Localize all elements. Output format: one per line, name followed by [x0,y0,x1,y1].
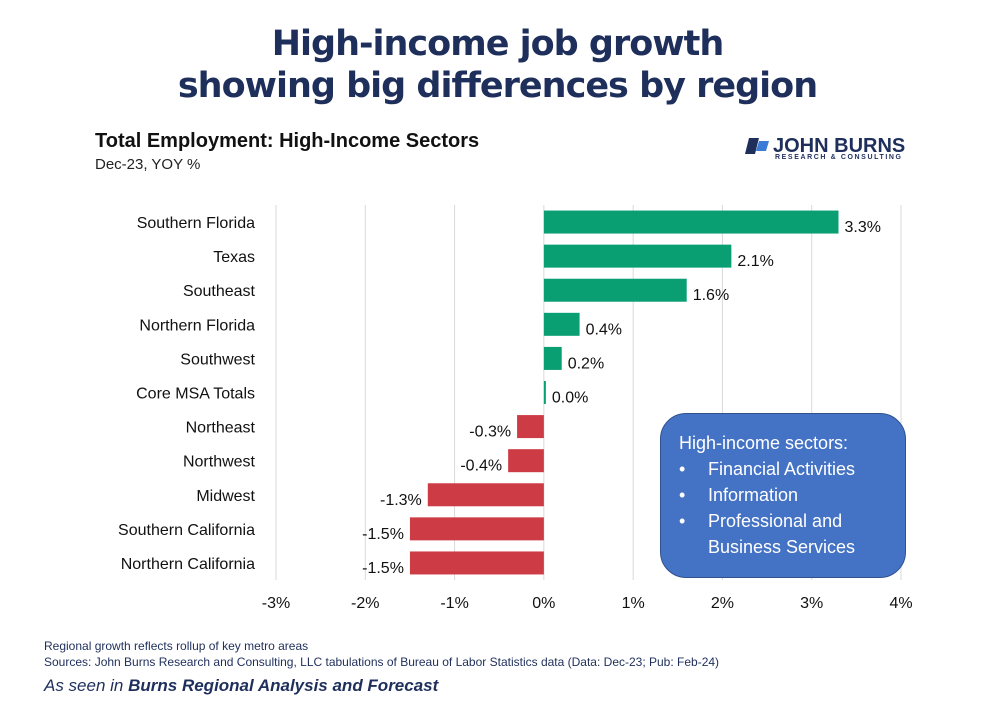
bar [543,278,687,302]
value-label: 2.1% [737,253,773,270]
category-label: Texas [213,249,255,266]
x-tick-label: 0% [532,595,555,612]
value-label: -1.5% [362,560,404,577]
bar [409,517,544,541]
callout-item-label: Financial Activities [708,459,856,479]
bullet-icon: • [679,459,686,479]
category-label: Northeast [186,420,256,437]
chart-subtitle: Dec-23, YOY % [95,156,201,173]
callout-item-label: Information [708,485,799,505]
callout-title: High-income sectors: [679,433,849,453]
bar [409,551,544,575]
john-burns-logo: JOHN BURNS RESEARCH & CONSULTING [745,135,905,165]
value-label: 0.0% [552,390,588,407]
value-label: -1.5% [362,526,404,543]
headline-line-1: High-income job growth [271,24,725,64]
category-label: Southern Florida [137,215,255,232]
high-income-sectors-callout: High-income sectors: • Financial Activiti… [660,413,906,578]
x-tick-label: 4% [889,595,912,612]
logo-name: JOHN BURNS [773,135,906,157]
bullet-icon: • [679,511,686,531]
category-label: Southern California [118,522,255,539]
callout-list: • Financial Activities • Information • Prof… [679,456,905,560]
footnote-rollup: Regional growth reflects rollup of key m… [44,639,309,653]
category-label: Southwest [180,351,255,368]
x-tick-label: 2% [711,595,734,612]
value-label: 0.2% [568,355,604,372]
value-label: -0.3% [469,424,511,441]
bullet-icon: • [679,485,686,505]
category-label: Southeast [183,283,256,300]
bar [543,244,732,268]
category-label: Core MSA Totals [136,386,255,403]
bar [543,346,562,370]
chart-title: Total Employment: High-Income Sectors [95,130,480,152]
value-label: -1.3% [380,492,422,509]
headline-line-2: showing big differences by region [177,66,818,106]
value-label: 0.4% [586,321,622,338]
category-label: Northern California [121,556,255,573]
x-tick-label: -2% [351,595,379,612]
callout-item: • Professional and Business Services [679,508,905,560]
bar [543,381,546,404]
callout-item: • Information [679,482,905,508]
x-tick-label: 1% [622,595,645,612]
bar [543,312,580,336]
bar [517,415,544,439]
bar [427,483,544,507]
value-label: -0.4% [460,458,502,475]
x-tick-label: 3% [800,595,823,612]
x-tick-label: -3% [262,595,290,612]
as-seen-in: As seen in Burns Regional Analysis and F… [44,676,438,696]
logo-tagline: RESEARCH & CONSULTING [775,154,903,161]
category-label: Northern Florida [139,317,255,334]
category-label: Northwest [183,454,256,471]
bar [508,449,544,473]
x-tick-label: -1% [440,595,468,612]
category-label: Midwest [196,488,255,505]
as-seen-prefix: As seen in [44,676,129,695]
john-burns-logo-mark-icon [745,138,769,154]
publication-name: Burns Regional Analysis and Forecast [128,676,439,695]
bar [543,210,839,234]
value-label: 3.3% [845,219,881,236]
callout-item: • Financial Activities [679,456,905,482]
footnote-sources: Sources: John Burns Research and Consult… [44,655,720,669]
value-label: 1.6% [693,287,729,304]
callout-item-label: Professional and Business Services [708,511,856,557]
